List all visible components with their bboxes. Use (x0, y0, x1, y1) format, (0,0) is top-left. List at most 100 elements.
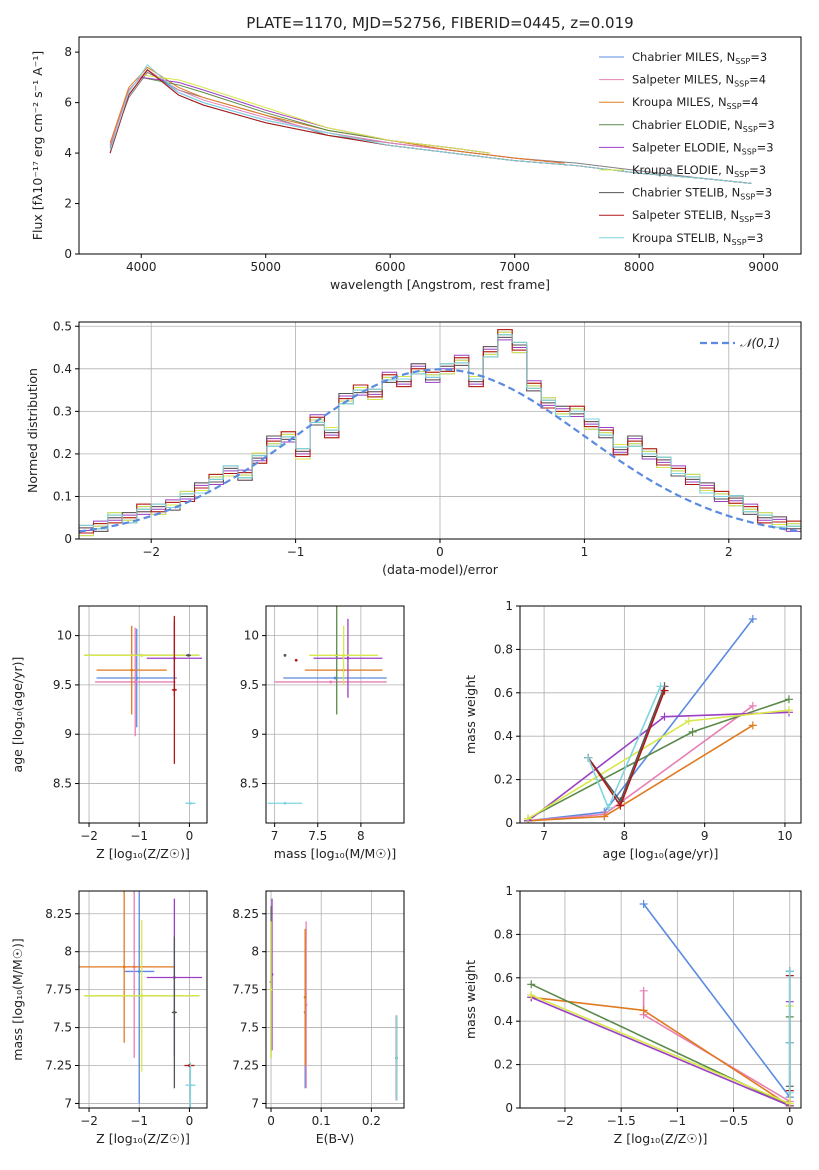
data-point (130, 668, 134, 672)
y-tick-label: 0.6 (494, 971, 513, 985)
x-tick-label: −0.5 (719, 1114, 748, 1128)
x-tick-label: 1 (581, 545, 589, 559)
x-tick-label: 0 (786, 1114, 794, 1128)
x-tick-label: 7 (271, 829, 279, 843)
y-tick-label: 0.3 (53, 404, 72, 418)
legend-label-main: Kroupa MILES, N (632, 95, 727, 109)
y-axis: 0 0.1 0.2 0.3 0.4 0.5 Normed distribution (25, 319, 79, 546)
plus-marker (785, 1088, 794, 1097)
legend: 𝒩(0,1) (700, 336, 780, 350)
y-tick-label: 0.8 (494, 642, 513, 656)
plus-marker (785, 967, 794, 976)
y-tick-label: 0.5 (53, 319, 72, 333)
errorbar-point (267, 801, 303, 805)
x-tick-label: −1 (669, 1114, 687, 1128)
legend-label: Kroupa MILES, NSSP=4 (632, 95, 758, 111)
y-tick-label: 8 (64, 45, 72, 59)
y-tick-label: 0 (64, 247, 72, 261)
errorbar-point (185, 1062, 196, 1108)
y-tick-label: 7 (64, 1096, 72, 1110)
x-tick-label: 7000 (499, 260, 530, 274)
y-tick-label: 9.5 (240, 678, 259, 692)
plus-marker (527, 980, 536, 989)
y-tick-label: 0.4 (53, 362, 72, 376)
legend-label-tail: =3 (758, 118, 775, 132)
data-point (122, 965, 126, 969)
plot-area (524, 615, 793, 823)
data-point (189, 1083, 192, 1087)
y-tick-label: 0.2 (494, 1058, 513, 1072)
plot-area (109, 64, 752, 184)
legend-label-main: Kroupa STELIB, N (632, 231, 732, 245)
data-point (187, 653, 190, 657)
plot-area (79, 891, 202, 1108)
y-tick-label: 0 (505, 1101, 513, 1115)
legend-label-sub: SSP (732, 238, 747, 247)
legend-label: Kroupa STELIB, NSSP=3 (632, 231, 763, 247)
data-point (329, 680, 333, 684)
data-point (333, 676, 337, 680)
y-tick-label: 2 (64, 197, 72, 211)
legend-label-sub: SSP (739, 215, 754, 224)
y-axis: 0 0.2 0.4 0.6 0.8 1 mass weight (463, 599, 520, 830)
y-tick-label: 1 (505, 599, 513, 613)
x-tick-label: 0 (186, 829, 194, 843)
x-tick-label: −2 (80, 829, 98, 843)
data-point (283, 801, 287, 805)
legend-label-main: Chabrier STELIB, N (632, 186, 740, 200)
y-axis-label: mass weight (463, 675, 478, 754)
x-tick-label: 0 (436, 545, 444, 559)
errorbar-point (395, 1015, 398, 1101)
grid-lines (79, 606, 207, 823)
x-axis-label: Z [log₁₀(Z/Z☉)] (96, 1131, 190, 1146)
grid-lines (266, 606, 404, 823)
x-axis: 7 8 9 10 age [log₁₀(age/yr)] (540, 823, 793, 861)
chart-mass-weight-vs-age: 7 8 9 10 age [log₁₀(age/yr)] 0 0.2 0.4 0.6 0.8 1 ma… (463, 599, 802, 861)
x-axis: 4000 5000 6000 7000 8000 9000 wavelength [Angs… (126, 254, 779, 292)
x-tick-label: −2 (142, 545, 160, 559)
errorbar-point (171, 615, 177, 764)
x-tick-label: 5000 (250, 260, 281, 274)
y-tick-label: 8.25 (45, 907, 72, 921)
plot-area (79, 329, 801, 537)
y-tick-label: 8.5 (240, 777, 259, 791)
errorbar-point (274, 680, 387, 684)
legend-label-main: Salpeter ELODIE, N (632, 140, 742, 154)
axes-frame (265, 890, 405, 1109)
plus-marker (639, 900, 648, 909)
chart-mass-vs-Z: −2 −1 0 Z [log₁₀(Z/Z☉)] 7 7.25 7.5 7.75 8 8.25 mas… (10, 890, 208, 1146)
y-axis: 8.5 9 9.5 10 age [log₁₀(age/yr)] (10, 629, 79, 791)
legend-label-main: Chabrier MILES, N (632, 50, 735, 64)
x-tick-label: 7.5 (308, 829, 327, 843)
y-tick-label: 10 (57, 629, 72, 643)
plus-marker (660, 712, 669, 721)
errorbar-point (294, 658, 298, 662)
axes-frame (519, 605, 802, 824)
plus-marker (600, 812, 609, 821)
chart-residuals: 𝒩(0,1) −2 −1 0 1 2 (data-model)/error 0 0.1 0.2 0.… (25, 319, 802, 577)
plus-marker (639, 1006, 648, 1015)
x-tick-label: −1.5 (607, 1114, 636, 1128)
errorbar-point (313, 618, 383, 698)
data-point (172, 688, 176, 692)
x-axis: 7 7.5 8 mass [log₁₀(M/M☉)] (271, 823, 396, 861)
legend-label-tail: =3 (749, 163, 766, 177)
y-axis-label: Flux [fλ10⁻¹⁷ erg cm⁻² s⁻¹ A⁻¹] (30, 51, 45, 240)
x-tick-label: −2 (80, 1114, 98, 1128)
legend-label-sub: SSP (734, 170, 749, 179)
legend-label-tail: =3 (757, 140, 774, 154)
plus-marker (688, 727, 697, 736)
y-tick-label: 8 (64, 945, 72, 959)
errorbar-point (79, 891, 175, 1043)
y-tick-label: 7.5 (240, 1021, 259, 1035)
x-tick-label: 8 (357, 829, 365, 843)
x-axis: −2 −1 0 Z [log₁₀(Z/Z☉)] (80, 1108, 193, 1146)
y-tick-label: 0.4 (494, 729, 513, 743)
y-tick-label: 8.5 (53, 777, 72, 791)
data-point (303, 995, 307, 999)
legend-label: Salpeter ELODIE, NSSP=3 (632, 140, 774, 156)
legend-label-main: Salpeter STELIB, N (632, 208, 739, 222)
y-tick-label: 9.5 (53, 678, 72, 692)
y-axis: 7 7.25 7.5 7.75 8 8.25 (232, 907, 266, 1110)
